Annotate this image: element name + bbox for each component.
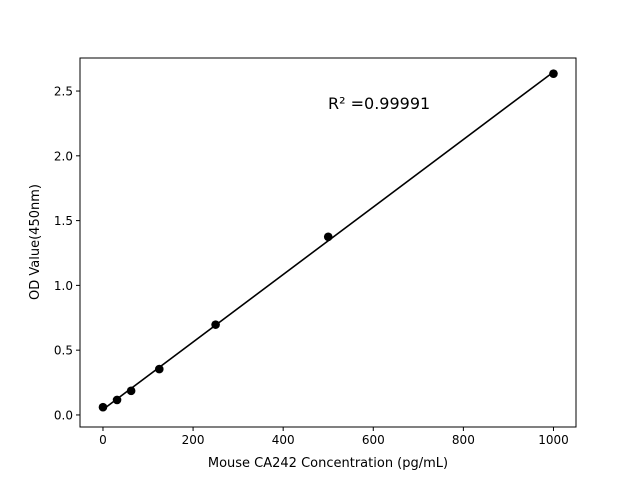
y-tick-label: 0.0 [54,408,73,422]
data-point [154,364,164,374]
y-axis-label: OD Value(450nm) [28,184,43,300]
r-squared-annotation: R² =0.99991 [328,94,430,113]
y-tick-label: 2.5 [54,85,73,99]
x-tick-label: 1000 [538,433,569,447]
data-point [112,395,122,405]
data-point [211,320,220,329]
data-point [98,402,108,412]
y-tick-label: 2.0 [54,149,73,163]
series [98,69,558,412]
y-tick-label: 0.5 [54,344,73,358]
data-point [323,232,333,242]
data-point [549,69,558,78]
data-point [126,386,136,396]
x-axis: 0 200 400 600 800 1000 [99,427,569,447]
x-axis-label: Mouse CA242 Concentration (pg/mL) [208,456,448,471]
x-tick-label: 400 [272,433,295,447]
y-tick-label: 1.5 [54,214,73,228]
x-tick-label: 200 [182,433,205,447]
x-tick-label: 600 [362,433,385,447]
y-axis: 0.0 0.5 1.0 1.5 2.0 2.5 [54,85,80,422]
x-tick-label: 800 [452,433,475,447]
y-tick-label: 1.0 [54,279,73,293]
x-tick-label: 0 [99,433,107,447]
